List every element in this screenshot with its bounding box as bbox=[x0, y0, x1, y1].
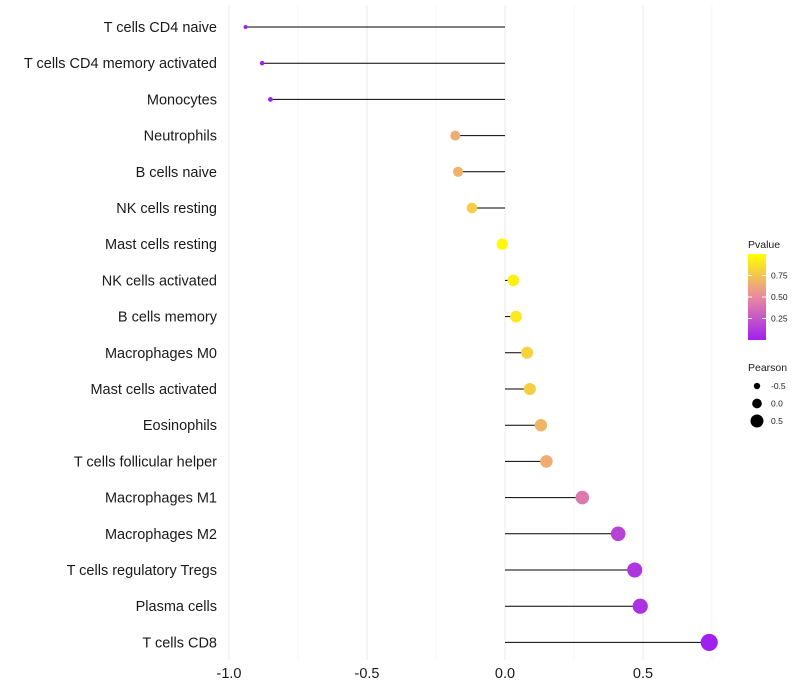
lollipop-point bbox=[453, 166, 464, 177]
lollipop-point bbox=[510, 310, 522, 323]
lollipop-point bbox=[466, 202, 478, 214]
lollipop-point bbox=[521, 346, 534, 359]
x-tick-label: -0.5 bbox=[355, 666, 380, 682]
lollipop-point bbox=[534, 418, 548, 432]
pvalue-colorbar bbox=[748, 254, 766, 340]
x-tick-label: -1.0 bbox=[217, 666, 242, 682]
lollipop-point bbox=[540, 455, 553, 468]
lollipop-point bbox=[507, 274, 520, 287]
colorbar-tick-label: 0.50 bbox=[771, 292, 788, 302]
category-label: NK cells activated bbox=[102, 273, 217, 289]
x-tick-label: 0.5 bbox=[633, 666, 653, 682]
lollipop-point bbox=[496, 238, 508, 250]
pearson-legend-title: Pearson bbox=[748, 362, 787, 374]
category-label: T cells CD8 bbox=[142, 635, 217, 651]
category-label: B cells naive bbox=[136, 165, 217, 181]
category-label: T cells CD4 memory activated bbox=[24, 56, 217, 72]
category-label: Eosinophils bbox=[143, 418, 217, 434]
lollipop-point bbox=[523, 382, 536, 396]
category-label: Macrophages M1 bbox=[105, 491, 217, 507]
lollipop-point bbox=[243, 24, 248, 30]
category-label: T cells regulatory Tregs bbox=[67, 563, 217, 579]
lollipop-point bbox=[259, 60, 265, 66]
lollipop-point bbox=[268, 97, 273, 102]
lollipop-point bbox=[610, 526, 626, 542]
size-legend-label: 0.0 bbox=[771, 399, 783, 409]
lollipop-point bbox=[627, 562, 643, 578]
category-label: Mast cells activated bbox=[90, 382, 217, 398]
point-layer bbox=[243, 24, 718, 651]
category-labels: T cells CD4 naive T cells CD4 memory acti… bbox=[24, 20, 218, 651]
x-tick-label: 0.0 bbox=[495, 666, 515, 682]
lollipop-point bbox=[632, 598, 648, 614]
lollipop-point bbox=[700, 633, 718, 651]
category-label: B cells memory bbox=[118, 310, 218, 326]
size-legend-label: -0.5 bbox=[771, 381, 786, 391]
category-label: Neutrophils bbox=[144, 129, 217, 145]
category-label: Macrophages M0 bbox=[105, 346, 217, 362]
size-legend-label: 0.5 bbox=[771, 416, 783, 426]
size-legend-dot bbox=[753, 382, 761, 390]
category-label: NK cells resting bbox=[116, 201, 217, 217]
lollipop-point bbox=[575, 490, 590, 505]
size-legend-dot bbox=[752, 398, 762, 409]
lollipop-point bbox=[450, 130, 461, 141]
colorbar-tick-label: 0.25 bbox=[771, 314, 788, 324]
category-label: Macrophages M2 bbox=[105, 527, 217, 543]
category-label: Monocytes bbox=[147, 92, 217, 108]
pvalue-legend: Pvalue 0.25 0.50 0.75 bbox=[748, 239, 788, 340]
pearson-legend: Pearson -0.5 0.0 0.5 bbox=[748, 362, 787, 428]
category-label: Plasma cells bbox=[136, 599, 217, 615]
category-label: T cells CD4 naive bbox=[104, 20, 217, 36]
size-legend-dot bbox=[750, 414, 764, 428]
x-axis-tick-labels: -1.0 -0.5 0.0 0.5 bbox=[217, 666, 654, 682]
stem-layer bbox=[245, 26, 710, 643]
grid-layer bbox=[228, 5, 713, 660]
colorbar-tick-label: 0.75 bbox=[771, 271, 788, 281]
pvalue-legend-title: Pvalue bbox=[748, 239, 780, 251]
category-label: T cells follicular helper bbox=[74, 454, 217, 470]
category-label: Mast cells resting bbox=[105, 237, 217, 253]
